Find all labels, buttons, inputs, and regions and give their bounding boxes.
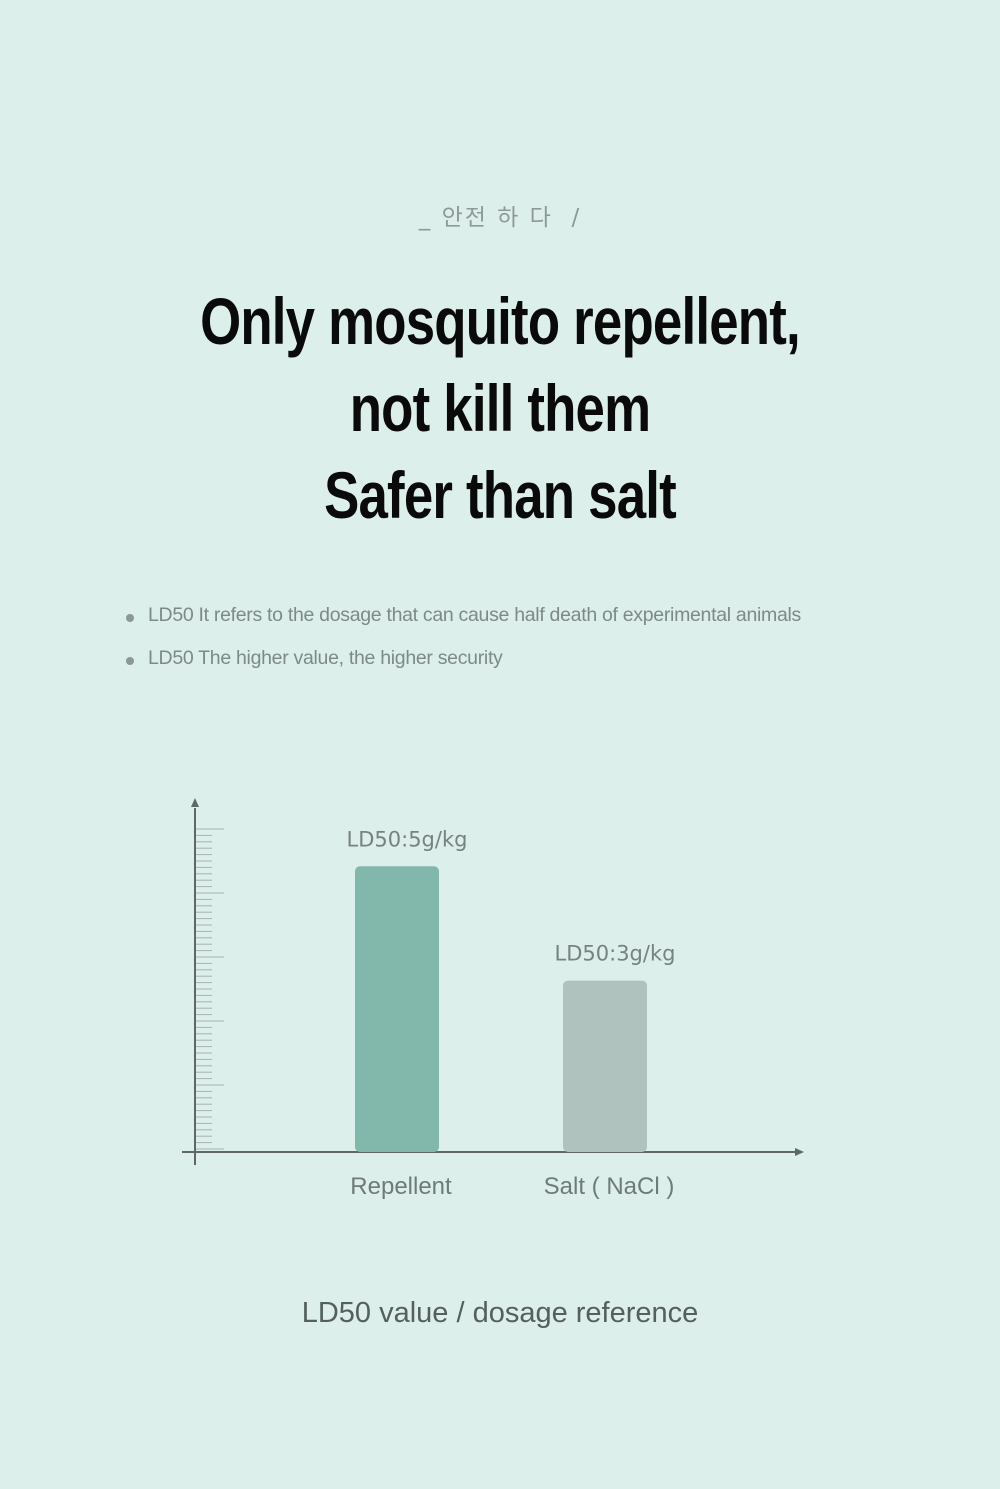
headline-line-1: Only mosquito repellent, bbox=[200, 284, 801, 358]
y-axis-ticks bbox=[196, 828, 224, 1150]
category-label: Salt ( NaCl ) bbox=[544, 1173, 675, 1200]
chart-caption: LD50 value / dosage reference bbox=[301, 1297, 699, 1329]
notes-list: LD50 It refers to the dosage that can ca… bbox=[124, 604, 801, 690]
bullet-dot-icon bbox=[126, 614, 134, 622]
bullet-dot-icon bbox=[126, 657, 134, 665]
bars: LD50:5g/kg Repellent LD50:3g/kg Salt ( NaCl… bbox=[347, 827, 676, 1200]
note-item: LD50 It refers to the dosage that can ca… bbox=[124, 604, 801, 647]
bar-value-label: LD50:3g/kg bbox=[555, 942, 676, 966]
ld50-bar-chart: LD50:5g/kg Repellent LD50:3g/kg Salt ( NaCl… bbox=[182, 798, 804, 1200]
note-item: LD50 The higher value, the higher securi… bbox=[124, 647, 801, 690]
headline-line-3: Safer than salt bbox=[324, 458, 677, 532]
headline-line-2: not kill them bbox=[349, 371, 651, 445]
note-text: LD50 The higher value, the higher securi… bbox=[148, 647, 503, 669]
note-text: LD50 It refers to the dosage that can ca… bbox=[148, 604, 802, 626]
bar-value-label: LD50:5g/kg bbox=[347, 827, 468, 851]
tagline: _ 안전 하 다 / bbox=[418, 205, 582, 231]
y-axis-arrow-icon bbox=[191, 798, 199, 807]
bar-repellent bbox=[355, 866, 439, 1152]
category-label: Repellent bbox=[350, 1173, 452, 1200]
bar-salt bbox=[563, 980, 647, 1152]
x-axis-arrow-icon bbox=[795, 1148, 804, 1156]
headline: Only mosquito repellent, not kill them S… bbox=[0, 278, 1000, 539]
